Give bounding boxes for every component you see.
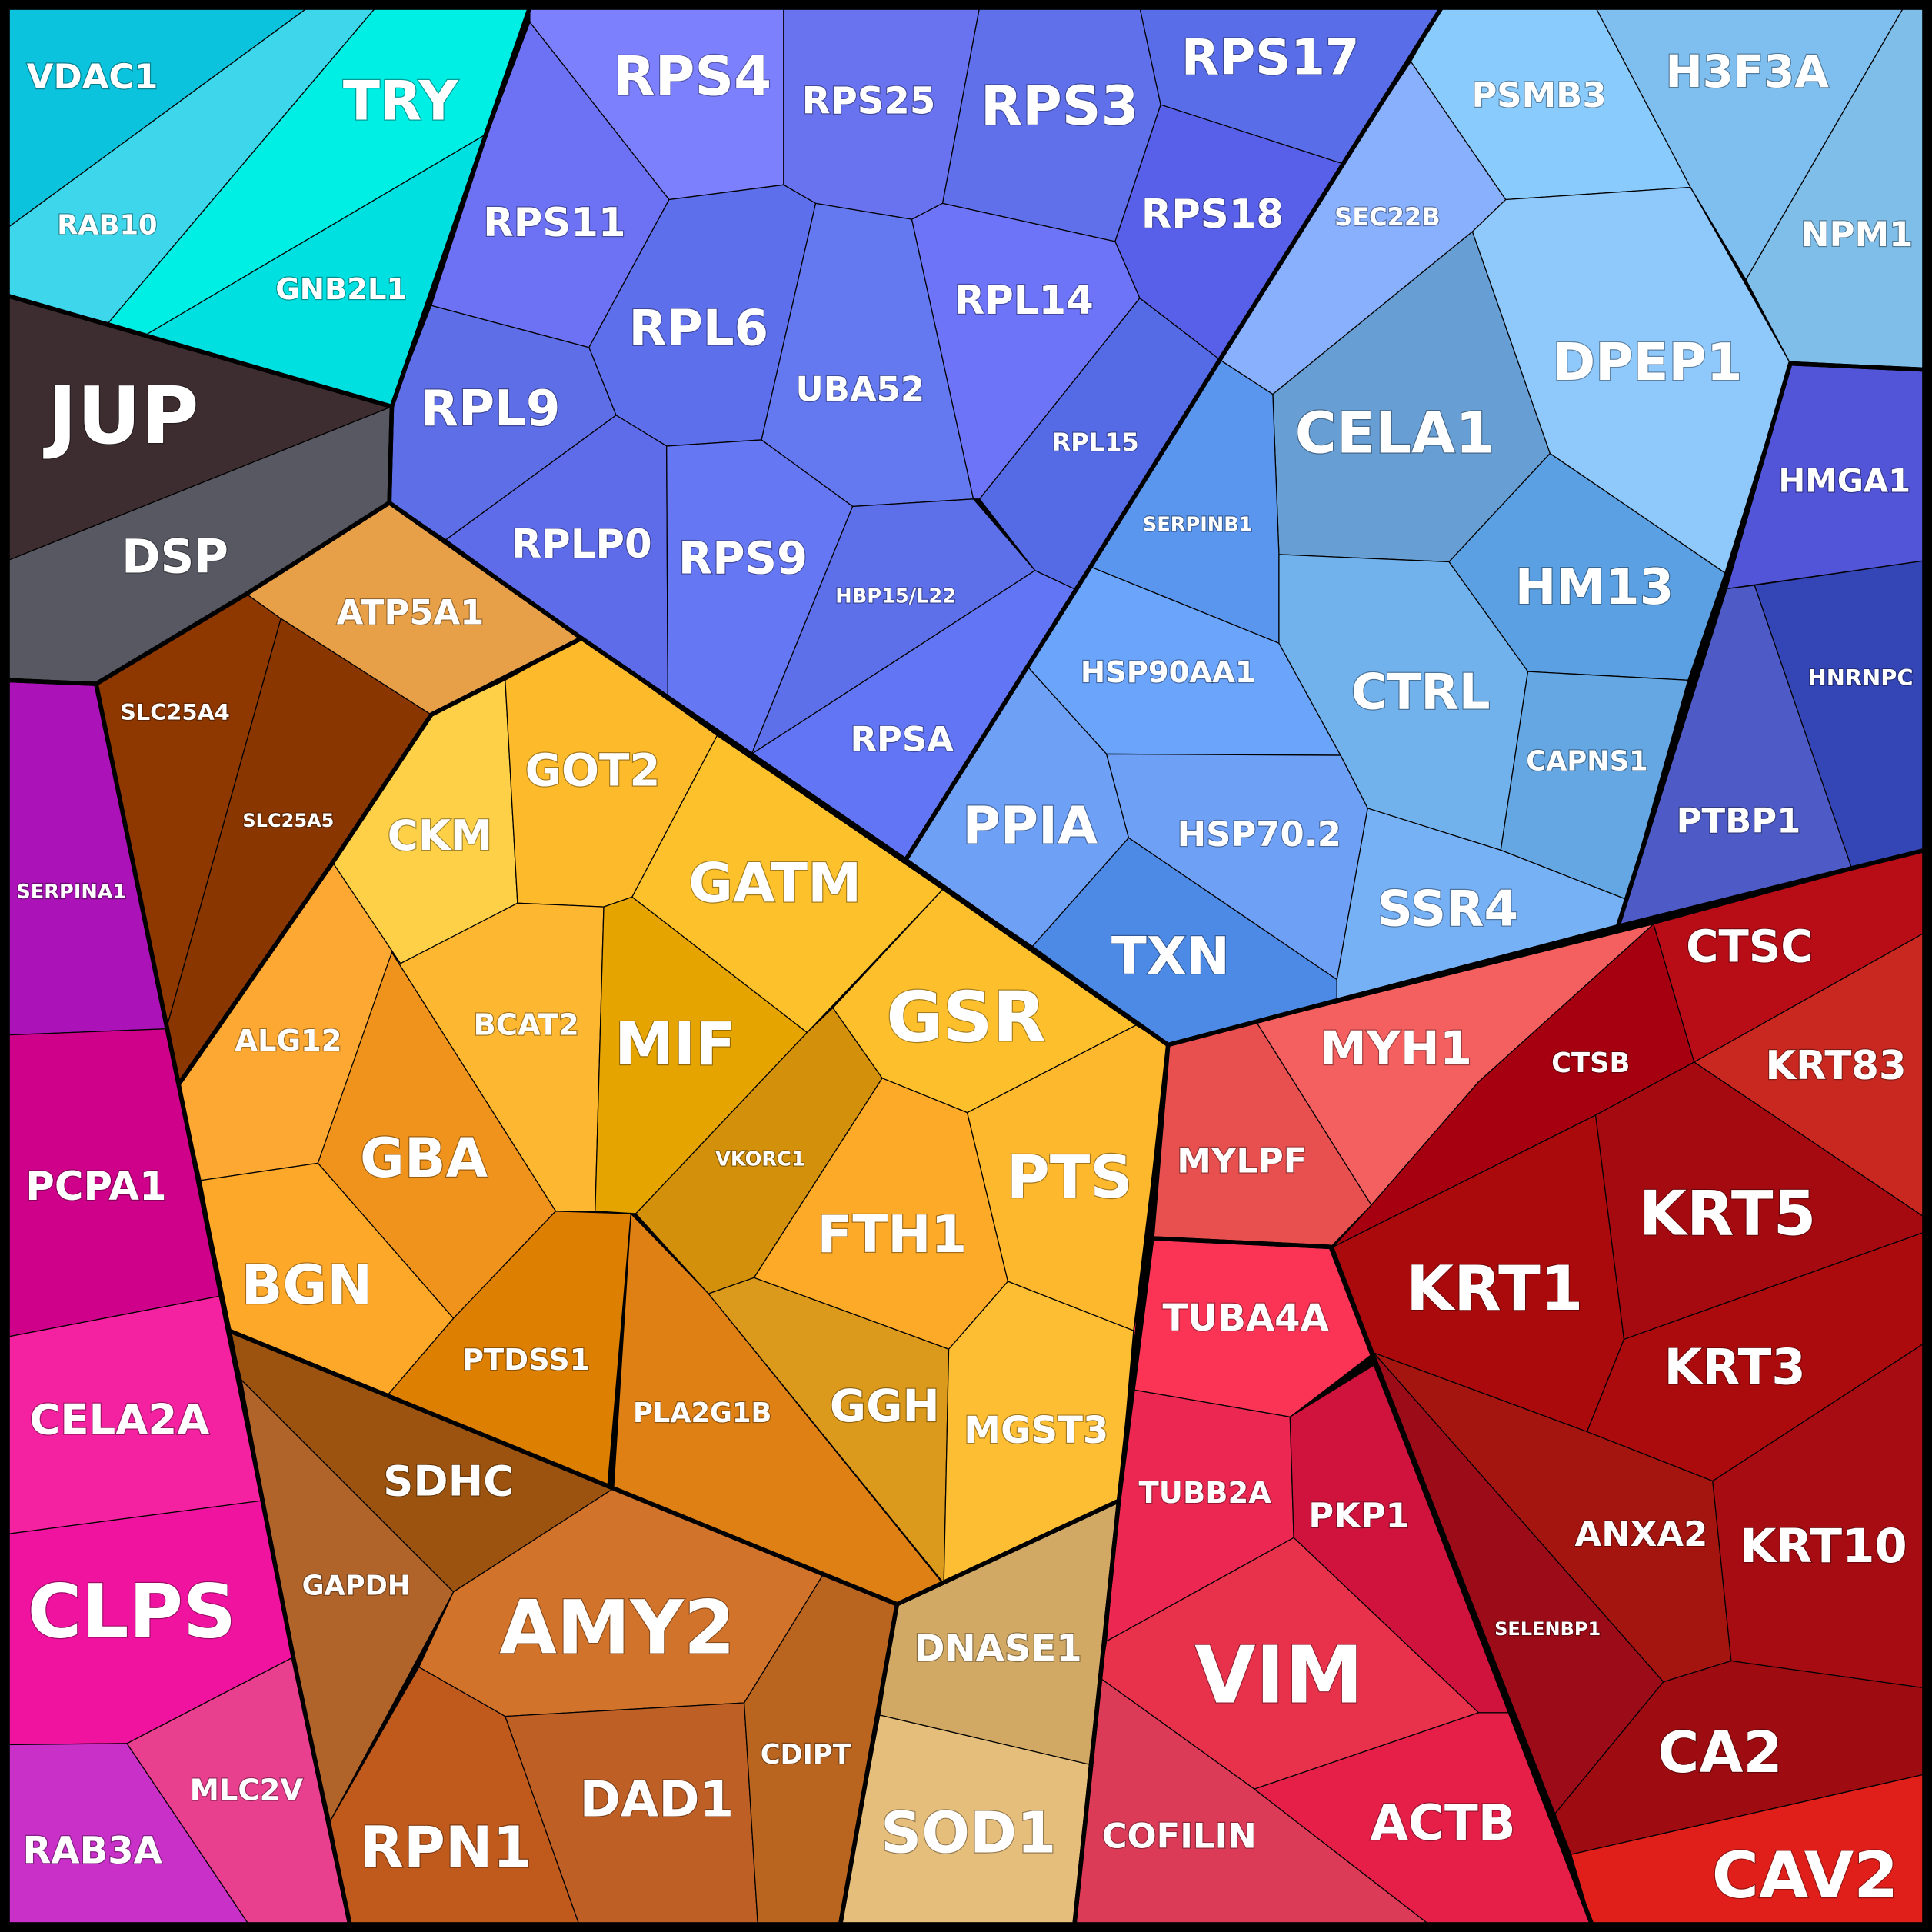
cell-label: CTRL [1351, 664, 1491, 721]
cell-label: SLC25A5 [242, 810, 334, 831]
cell-label: BCAT2 [473, 1008, 578, 1042]
cell-label: H3F3A [1665, 45, 1829, 98]
cell-label: PKP1 [1308, 1495, 1410, 1536]
cell-label: AMY2 [499, 1584, 735, 1671]
cell-label: RPLP0 [511, 521, 652, 568]
cell-label: TUBB2A [1139, 1476, 1272, 1511]
cell-label: RPS9 [678, 532, 808, 585]
cell-label: GAPDH [302, 1570, 411, 1601]
cell-label: JUP [43, 371, 199, 462]
cell-label: UBA52 [795, 369, 924, 410]
cell-label: RPS25 [802, 79, 936, 122]
cell-label: CAV2 [1712, 1838, 1898, 1913]
cell-label: CELA2A [29, 1395, 209, 1444]
cell-label: CLPS [28, 1568, 236, 1654]
cell-label: PTBP1 [1677, 800, 1801, 841]
cell-label: ANXA2 [1575, 1514, 1708, 1554]
cell-label: PSMB3 [1471, 75, 1606, 115]
cell-label: CKM [388, 811, 492, 860]
cell-label: TUBA4A [1163, 1297, 1329, 1340]
cell-label: RPS18 [1141, 192, 1284, 238]
cell-label: CELA1 [1295, 401, 1495, 466]
cell-label: CDIPT [761, 1739, 851, 1770]
cell-label: RPS11 [483, 200, 625, 246]
cell-label: RPL9 [421, 381, 561, 438]
cell-label: RPSA [850, 719, 954, 760]
cell-label: SELENBP1 [1494, 1618, 1601, 1640]
cell-label: MYLPF [1177, 1141, 1307, 1181]
cell-label: KRT10 [1740, 1519, 1907, 1574]
cell-label: ALG12 [235, 1024, 341, 1058]
cell-label: VKORC1 [715, 1148, 805, 1171]
cell-label: DAD1 [580, 1772, 734, 1829]
cell-label: RPS4 [613, 45, 771, 108]
cell-label: FTH1 [817, 1204, 967, 1264]
cell-label: MYH1 [1320, 1021, 1472, 1076]
cell-label: VDAC1 [27, 56, 158, 97]
cell-label: PTDSS1 [462, 1343, 591, 1377]
cell-label: MGST3 [964, 1409, 1108, 1452]
cell-label: RPL14 [954, 278, 1094, 324]
cell-label: CA2 [1657, 1720, 1782, 1786]
cell-label: SEC22B [1334, 202, 1440, 232]
cell-label: PPIA [962, 795, 1098, 855]
cell-label: PTS [1006, 1144, 1132, 1212]
cell-label: CTSB [1551, 1048, 1630, 1079]
cell-label: HM13 [1515, 559, 1674, 616]
cell-label: NPM1 [1800, 214, 1913, 255]
labels: VDAC1 RAB10 TRY GNB2L1 JUP DSP SERPINA1 PCPA1 CE… [15, 28, 1914, 1914]
cell-label: COFILIN [1102, 1816, 1257, 1857]
cell-label: DNASE1 [914, 1627, 1082, 1671]
cell-label: SERPINA1 [16, 881, 126, 904]
cell-label: GATM [688, 852, 861, 915]
cell-label: PLA2G1B [633, 1397, 771, 1429]
cell-label: VIM [1194, 1630, 1363, 1721]
cell-label: HNRNPC [1808, 665, 1914, 691]
cell-label: SDHC [383, 1457, 514, 1506]
cell-label: RPN1 [360, 1816, 532, 1881]
cell-label: RAB10 [57, 210, 157, 242]
cell-label: SSR4 [1377, 881, 1518, 938]
cells [6, 6, 1926, 1926]
cell-label: TRY [343, 69, 458, 132]
cell-label: HMGA1 [1778, 461, 1910, 499]
cell-label: GGH [830, 1380, 940, 1432]
cell-label: HSP90AA1 [1081, 655, 1256, 690]
cell-label: HSP70.2 [1178, 814, 1341, 854]
cell-label: MLC2V [190, 1773, 304, 1807]
cell-label: KRT1 [1406, 1253, 1584, 1324]
cell-label: RPL6 [628, 301, 768, 358]
cell-label: RPS3 [981, 75, 1139, 138]
cell-label: CAPNS1 [1526, 746, 1647, 778]
cell-label: GSR [886, 978, 1045, 1058]
cell-label: BGN [242, 1254, 373, 1317]
cell-label: KRT83 [1765, 1043, 1906, 1089]
cell-label: GOT2 [525, 744, 661, 796]
cell-label: HBP15/L22 [835, 585, 956, 608]
cell-label: RPL15 [1052, 428, 1139, 457]
cell-label: SLC25A4 [120, 699, 230, 725]
cell-label: MIF [615, 1011, 736, 1079]
cell-label: SERPINB1 [1143, 513, 1253, 536]
cell-label: GNB2L1 [275, 272, 407, 307]
cell-label: ATP5A1 [337, 592, 485, 633]
cell-label: TXN [1111, 926, 1230, 986]
cell-label: RAB3A [22, 1829, 162, 1872]
cell-label: GBA [360, 1127, 488, 1190]
cell-label: DPEP1 [1552, 332, 1742, 392]
cell-label: RPS17 [1181, 29, 1360, 86]
cell-label: SOD1 [881, 1800, 1056, 1866]
cell-label: KRT5 [1639, 1178, 1817, 1250]
cell-label: PCPA1 [25, 1164, 166, 1210]
cell-label: CTSC [1686, 920, 1813, 972]
cell-label: ACTB [1370, 1795, 1515, 1852]
cell-label: KRT3 [1664, 1339, 1805, 1396]
cell-label: DSP [122, 530, 228, 585]
